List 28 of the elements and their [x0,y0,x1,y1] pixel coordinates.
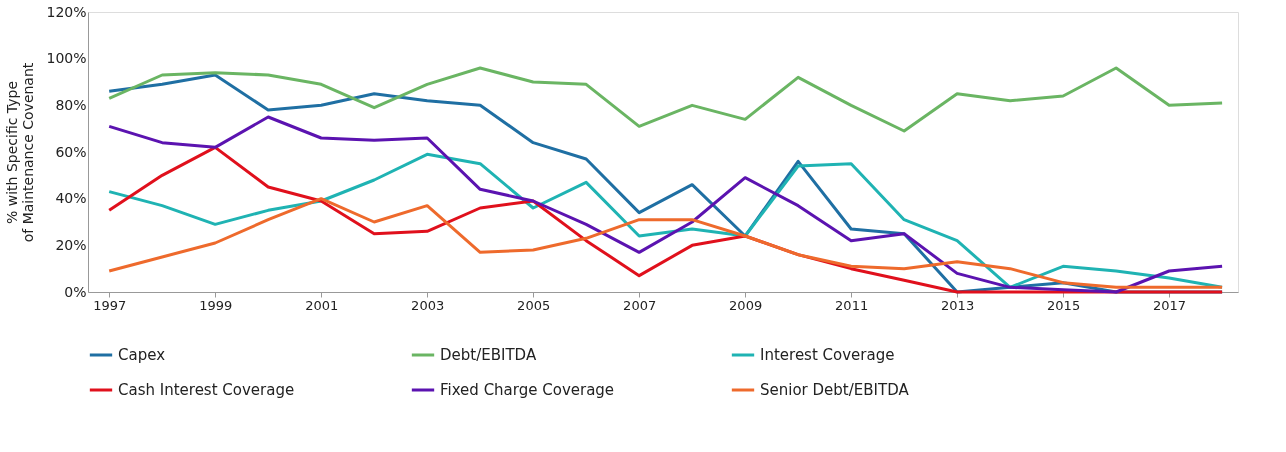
x-tick-label: 2007 [623,297,657,313]
x-tick-label: 2017 [1153,297,1187,313]
legend-label: Cash Interest Coverage [118,381,295,399]
y-axis-title: % with Specific Type of Maintenance Covenant [4,62,37,243]
legend-label: Debt/EBITDA [440,346,537,364]
x-tick-label: 1999 [199,297,233,313]
y-tick-label: 40% [55,190,87,207]
y-tick-label: 20% [55,236,87,253]
y-tick-label: 80% [55,96,87,113]
legend-label: Fixed Charge Coverage [440,381,615,399]
x-tick-label: 1997 [93,297,127,313]
y-tick-label: 120% [46,3,87,20]
line-series [107,197,1224,289]
legend-label: Interest Coverage [760,346,895,364]
x-tick-label: 2011 [835,297,869,313]
line-series [107,66,1224,133]
x-tick-label: 2001 [305,297,339,313]
y-tick-label: 0% [64,283,87,300]
x-tick-label: 2005 [517,297,551,313]
y-tick-label: 60% [55,143,87,160]
y-tick-label: 100% [46,50,87,67]
x-tick-label: 2009 [729,297,763,313]
x-tick-label: 2013 [941,297,975,313]
line-series [107,115,1224,294]
legend-label: Capex [118,346,166,364]
x-tick-label: 2015 [1047,297,1081,313]
x-tick-label: 2003 [411,297,445,313]
legend-label: Senior Debt/EBITDA [760,381,910,399]
